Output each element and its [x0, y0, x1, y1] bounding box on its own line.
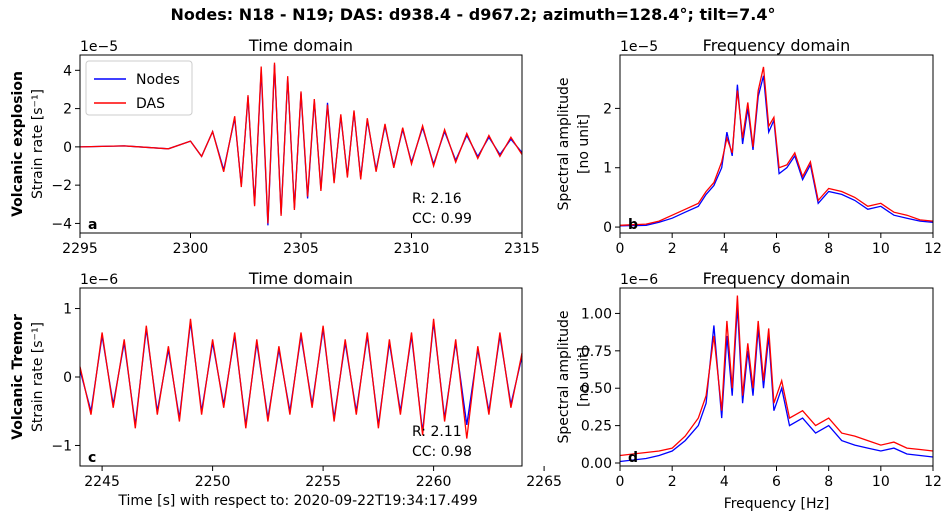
y-tick-label: 0	[603, 220, 612, 236]
row-label-bold: Volcanic explosion	[10, 71, 26, 217]
x-tick-label: 0	[616, 474, 625, 490]
shared-x-axis-label: Time [s] with respect to: 2020-09-22T19:…	[117, 493, 477, 509]
y-tick-label: −4	[51, 216, 72, 232]
x-tick-label: 2	[668, 474, 677, 490]
y-tick-label: 1	[603, 161, 612, 177]
y-tick-label: 0.75	[581, 344, 612, 360]
panel-d: 0 2 4 6 8 10 12 0.00 0.25 0.50 0.75 1.00 Frequency d…	[556, 269, 942, 512]
x-tick-label: 2315	[504, 241, 540, 257]
x-tick-label: 12	[924, 241, 942, 257]
stat-annotation: CC: 0.98	[412, 444, 472, 460]
legend-box	[85, 60, 193, 116]
series-line-das	[79, 318, 523, 439]
y-tick-label: 1.00	[581, 306, 612, 322]
x-tick-label: 6	[772, 241, 781, 257]
legend-label: DAS	[136, 96, 165, 112]
x-tick-label: 8	[824, 241, 833, 257]
row-label-units: Strain rate [s⁻¹]	[30, 322, 46, 432]
x-tick-label: 2265	[526, 474, 562, 490]
row-label-bold: Volcanic Tremor	[10, 314, 26, 440]
panel-title: Time domain	[248, 269, 353, 288]
x-tick-label: 2	[668, 241, 677, 257]
series-line-nodes	[79, 322, 523, 432]
stat-annotation: R: 2.16	[412, 191, 462, 207]
panels: 2295 2300 2305 2310 2315 −4 −2 0 2 4 Time domain 1e…	[10, 36, 942, 512]
x-tick-label: 2310	[394, 241, 430, 257]
axis-exponent-label: 1e−6	[620, 272, 658, 288]
y-axis-label: [no unit]	[576, 114, 592, 174]
panel-letter: d	[628, 450, 638, 466]
x-tick-label: 4	[720, 241, 729, 257]
x-tick-label: 2305	[283, 241, 319, 257]
axis-exponent-label: 1e−5	[620, 39, 658, 55]
series-line-das	[619, 66, 934, 226]
panel-letter: b	[628, 217, 638, 233]
stat-annotation: R: 2.11	[412, 424, 462, 440]
panel-c: 2245 2250 2255 2260 2265 −1 0 1 Time domain 1e−6 c…	[51, 269, 562, 490]
series-line-nodes	[619, 75, 934, 227]
x-tick-label: 2255	[305, 474, 341, 490]
x-tick-label: 2300	[173, 241, 209, 257]
x-tick-label: 2245	[84, 474, 120, 490]
panel-title: Time domain	[248, 36, 353, 55]
panel-a: 2295 2300 2305 2310 2315 −4 −2 0 2 4 Time domain 1e…	[51, 36, 539, 257]
panel-title: Frequency domain	[703, 36, 851, 55]
y-tick-label: 0.00	[581, 456, 612, 472]
panel-title: Frequency domain	[703, 269, 851, 288]
y-axis-label: [no unit]	[576, 347, 592, 407]
y-tick-label: 2	[603, 101, 612, 117]
row-label-units: Strain rate [s⁻¹]	[30, 89, 46, 199]
x-tick-label: 2250	[195, 474, 231, 490]
y-tick-label: 2	[63, 102, 72, 118]
y-tick-label: 0	[63, 370, 72, 386]
plot-frame	[619, 287, 934, 467]
y-axis-label: Spectral amplitude	[556, 78, 572, 211]
series-line-das	[79, 62, 523, 224]
x-tick-label: 0	[616, 241, 625, 257]
y-tick-label: 0.50	[581, 381, 612, 397]
axis-exponent-label: 1e−5	[80, 39, 118, 55]
x-tick-label: 10	[872, 241, 890, 257]
y-tick-label: 1	[63, 302, 72, 318]
figure-title: Nodes: N18 - N19; DAS: d938.4 - d967.2; …	[171, 5, 776, 24]
x-tick-label: 10	[872, 474, 890, 490]
series-line-nodes	[619, 305, 934, 463]
y-axis-label: Spectral amplitude	[556, 311, 572, 444]
x-tick-label: 12	[924, 474, 942, 490]
series-line-das	[619, 295, 934, 457]
x-tick-label: 6	[772, 474, 781, 490]
x-tick-label: 4	[720, 474, 729, 490]
y-tick-label: 4	[63, 63, 72, 79]
panel-letter: a	[88, 217, 97, 233]
panel-letter: c	[88, 450, 96, 466]
y-tick-label: 0	[63, 140, 72, 156]
y-tick-label: −2	[51, 178, 72, 194]
x-tick-label: 8	[824, 474, 833, 490]
stat-annotation: CC: 0.99	[412, 211, 472, 227]
axis-exponent-label: 1e−6	[80, 272, 118, 288]
x-tick-label: 2295	[62, 241, 98, 257]
y-tick-label: 0.25	[581, 419, 612, 435]
y-tick-label: −1	[51, 438, 72, 454]
x-axis-label: Frequency [Hz]	[724, 496, 830, 512]
x-tick-label: 2260	[416, 474, 452, 490]
legend-label: Nodes	[136, 72, 180, 88]
